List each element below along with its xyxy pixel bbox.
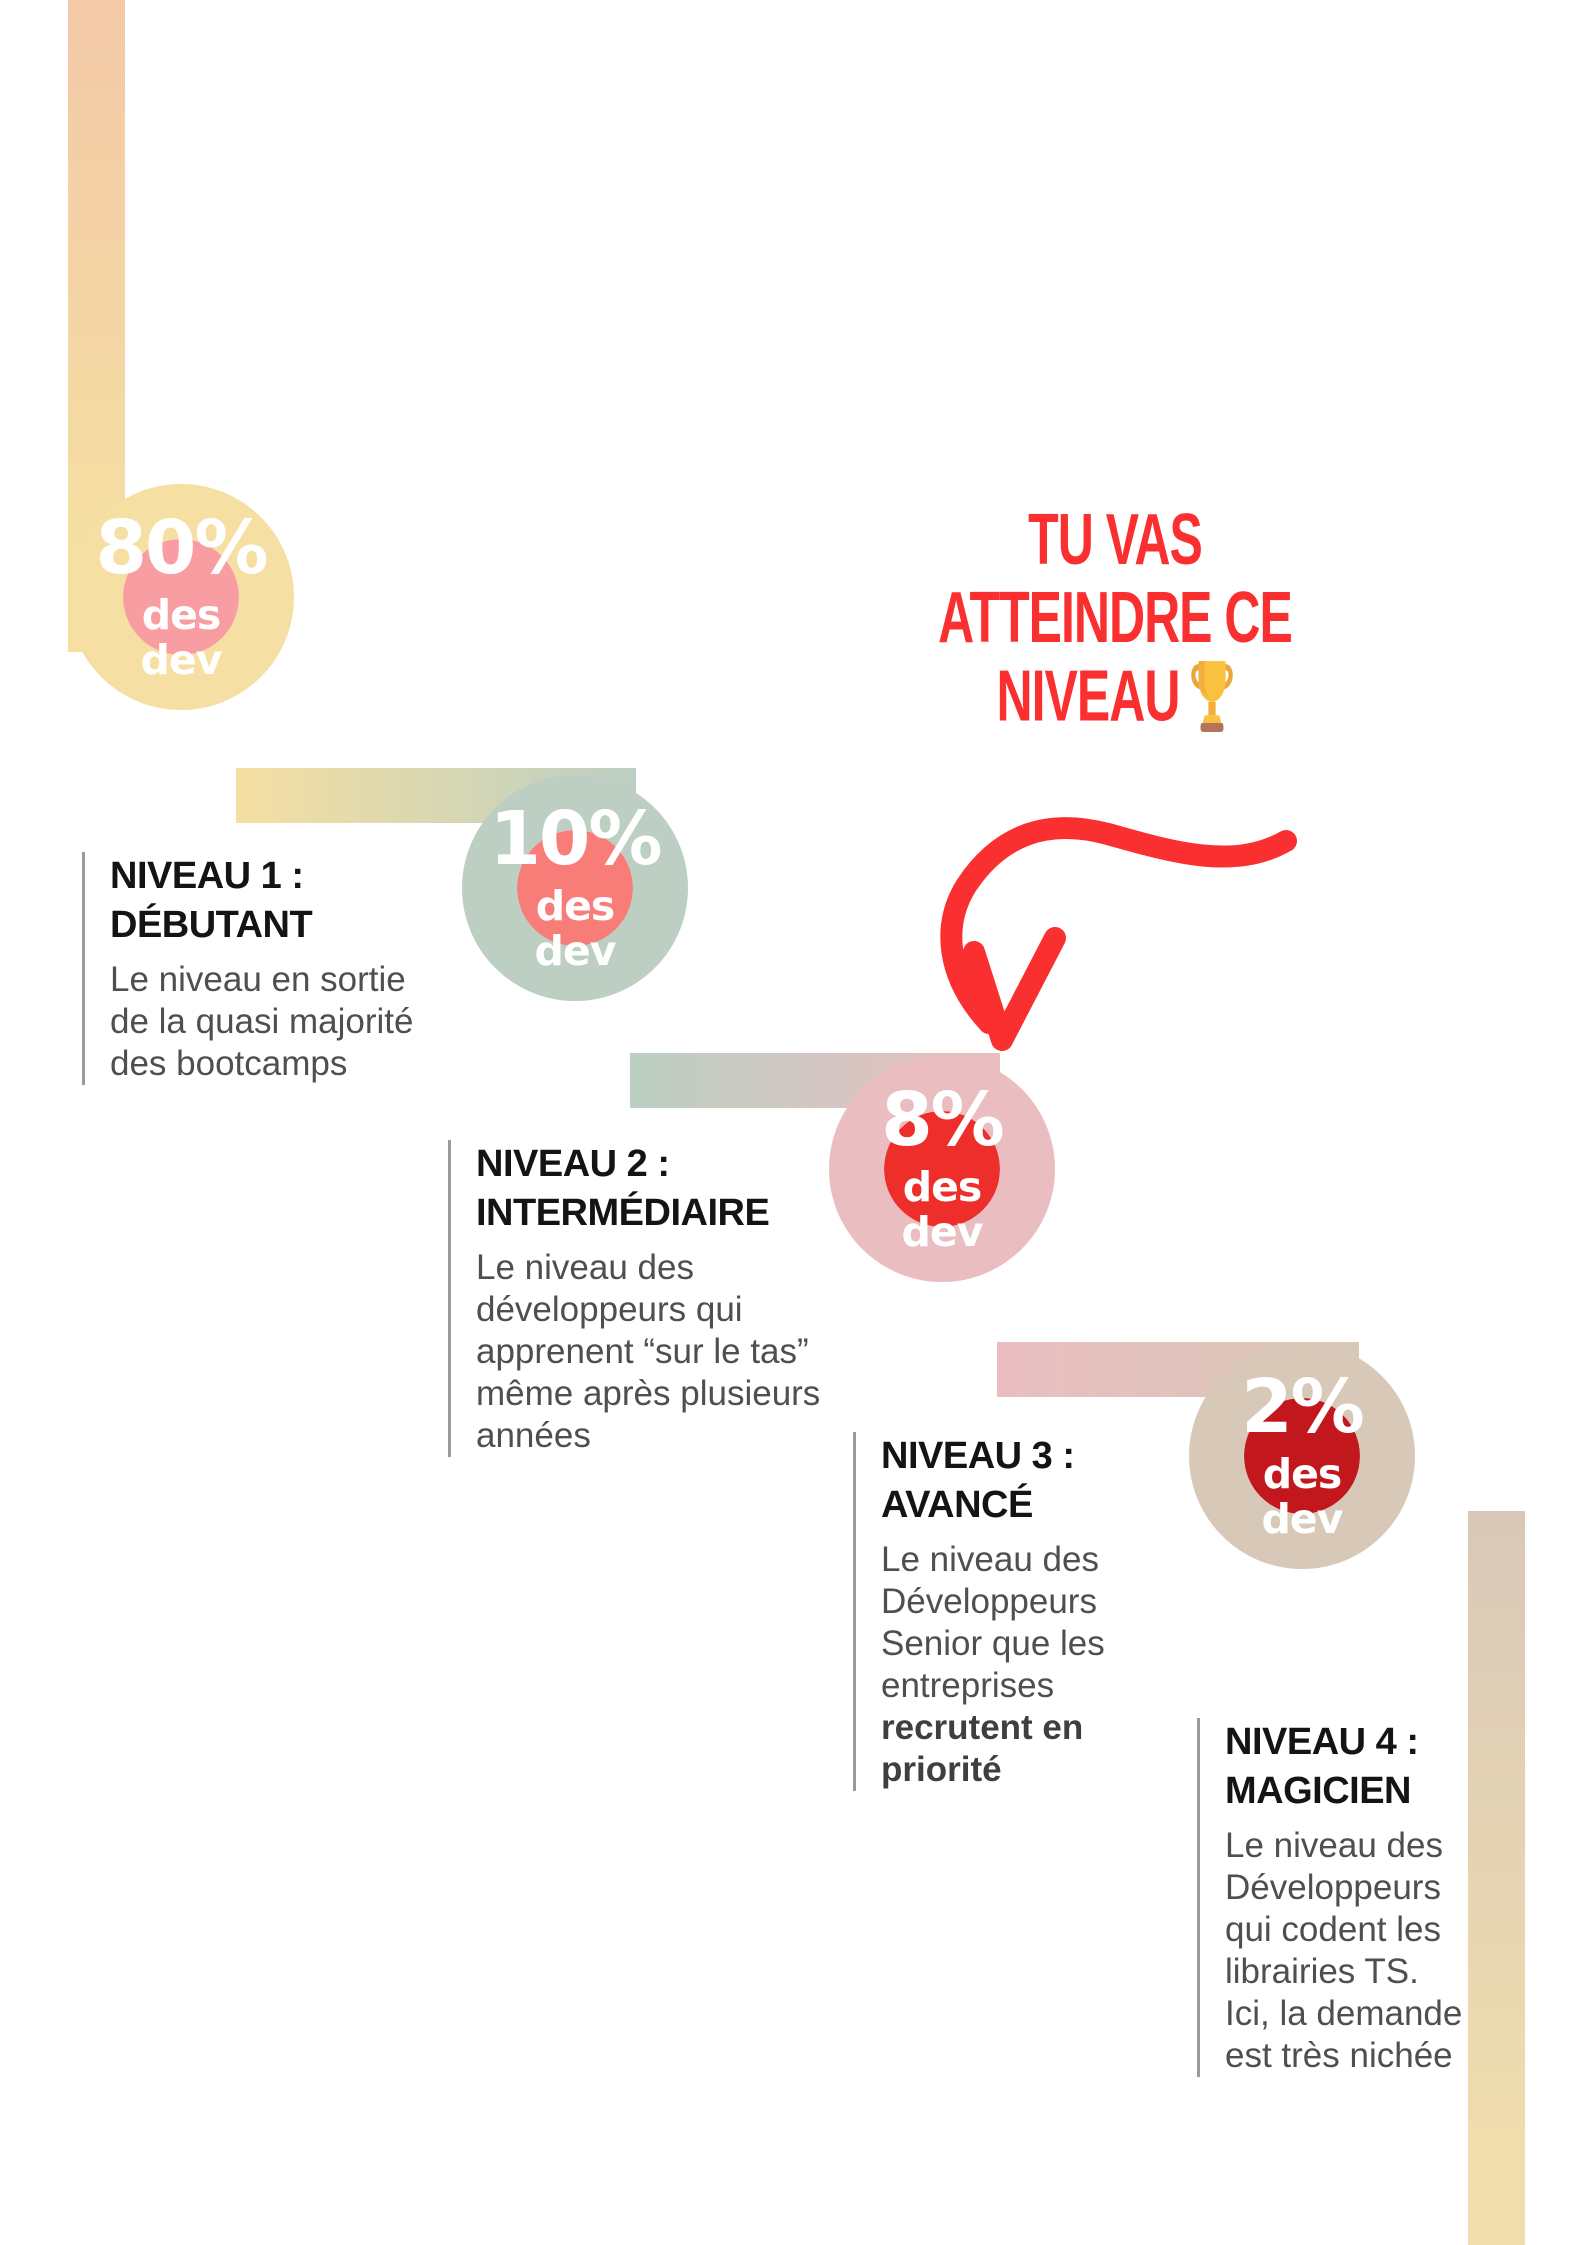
- path-band-bottom: [1468, 1511, 1525, 2245]
- level3-heading: NIVEAU 3 : AVANCÉ: [881, 1435, 1075, 1526]
- banner-line2: ATTEINDRE CE: [938, 576, 1293, 659]
- level4-percent: 2%: [1241, 1363, 1365, 1450]
- level1-circle: 80% des dev: [68, 484, 294, 710]
- banner-headline: TU VAS ATTEINDRE CE NIVEAU: [880, 500, 1350, 735]
- level1-heading: NIVEAU 1 : DÉBUTANT: [110, 855, 313, 946]
- level3-circle: 8% des dev: [829, 1056, 1055, 1282]
- level2-text-block: NIVEAU 2 : INTERMÉDIAIRE Le niveau des d…: [448, 1140, 848, 1457]
- level3-text-block: NIVEAU 3 : AVANCÉ Le niveau des Développ…: [853, 1432, 1233, 1791]
- level2-heading: NIVEAU 2 : INTERMÉDIAIRE: [476, 1143, 770, 1234]
- level1-description: Le niveau en sortie de la quasi majorité…: [110, 960, 414, 1083]
- banner-line1: TU VAS: [1028, 498, 1203, 580]
- level1-percent: 80%: [95, 504, 268, 591]
- level4-description: Le niveau des Développeurs qui codent le…: [1225, 1826, 1463, 2075]
- level4-text-block: NIVEAU 4 : MAGICIEN Le niveau des Dévelo…: [1197, 1718, 1577, 2077]
- level1-percent-sublabel: des dev: [140, 590, 223, 684]
- level1-text-block: NIVEAU 1 : DÉBUTANT Le niveau en sortie …: [82, 852, 482, 1085]
- trophy-icon: [1191, 661, 1234, 732]
- level2-percent: 10%: [489, 795, 662, 882]
- level3-description-bold: recrutent en priorité: [881, 1708, 1084, 1789]
- banner-line3-text: NIVEAU: [996, 655, 1181, 737]
- level2-circle: 10% des dev: [462, 775, 688, 1001]
- banner-line3: NIVEAU: [880, 657, 1350, 735]
- level3-percent: 8%: [881, 1076, 1005, 1163]
- level3-percent-sublabel: des dev: [901, 1162, 984, 1256]
- level4-heading: NIVEAU 4 : MAGICIEN: [1225, 1721, 1419, 1812]
- level4-percent-sublabel: des dev: [1261, 1449, 1344, 1543]
- level3-description: Le niveau des Développeurs Senior que le…: [881, 1540, 1105, 1705]
- level2-percent-sublabel: des dev: [534, 881, 617, 975]
- level2-description: Le niveau des développeurs qui apprenent…: [476, 1248, 821, 1455]
